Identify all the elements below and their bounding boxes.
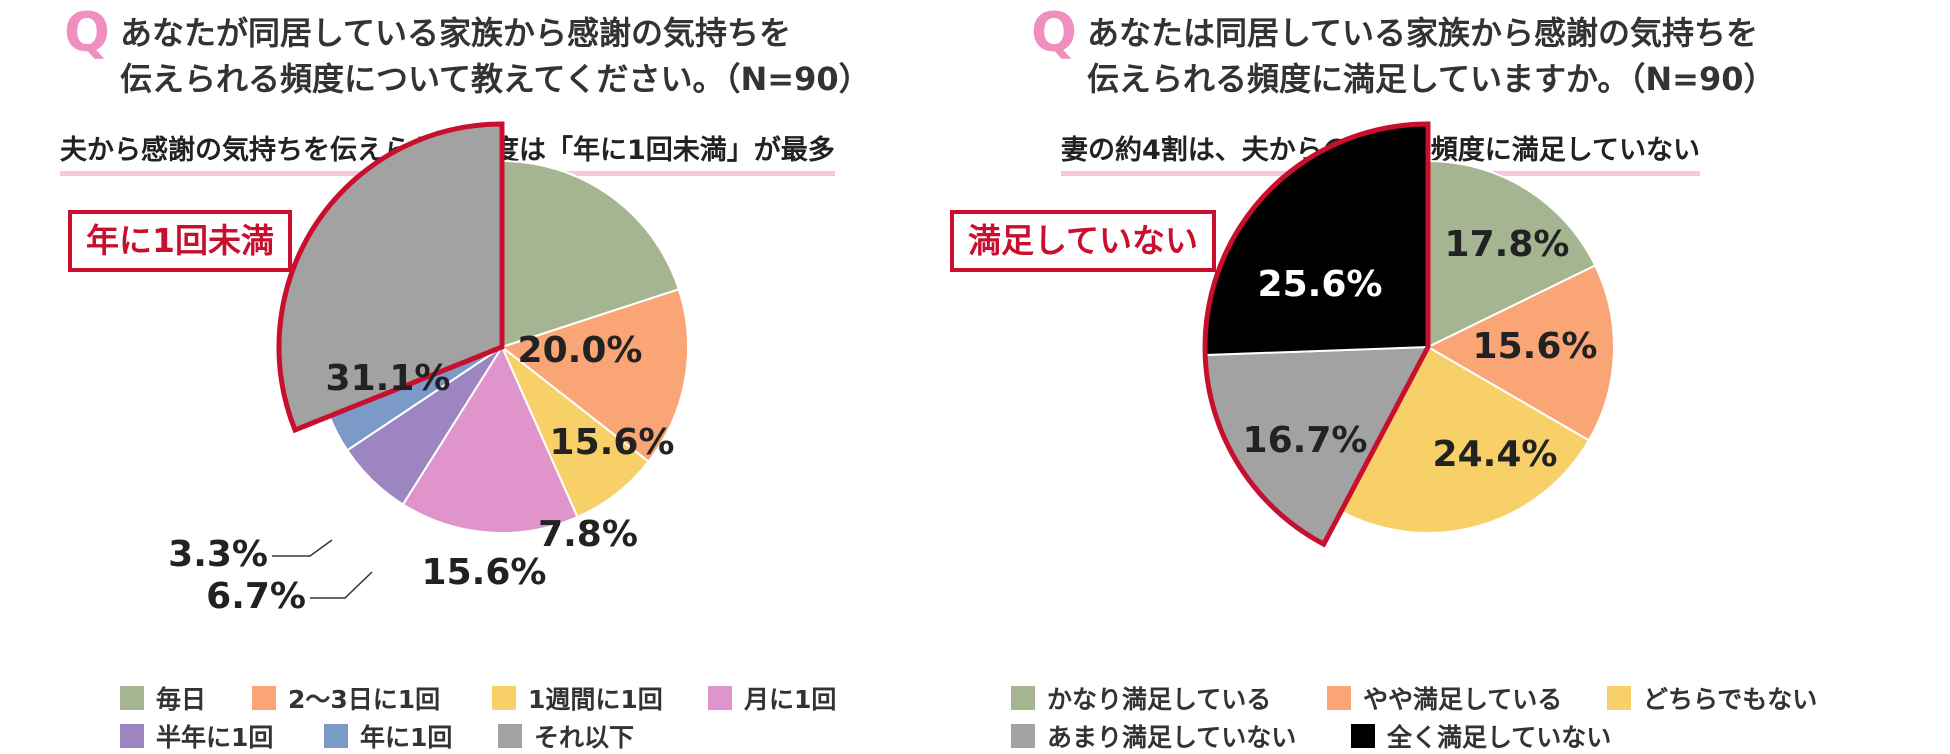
question-q-mark: Q: [64, 1, 110, 64]
data-label-0: 17.8%: [1445, 224, 1570, 265]
left-pie-chart: 20.0%15.6%7.8%15.6%6.7%3.3%31.1%: [168, 121, 689, 617]
legend-item-3: あまり満足していない: [1011, 718, 1296, 754]
data-label-6: 31.1%: [326, 358, 451, 399]
legend-label: 2～3日に1回: [288, 685, 441, 714]
legend-swatch: [492, 686, 516, 710]
legend-item-0: かなり満足している: [1011, 680, 1271, 716]
legend-item-4: 全く満足していない: [1351, 718, 1611, 754]
legend-swatch: [498, 724, 522, 748]
highlight-outline: [276, 121, 505, 434]
legend-label: 全く満足していない: [1387, 723, 1612, 752]
legend-swatch: [708, 686, 732, 710]
legend-label: 半年に1回: [156, 723, 274, 752]
pie-slice-2: [1339, 345, 1591, 534]
legend-swatch: [1351, 724, 1375, 748]
right-question-line-1: あなたは同居している家族から感謝の気持ちを: [1087, 14, 1759, 52]
data-label-1: 15.6%: [550, 422, 675, 463]
left-question: あなたが同居している家族から感謝の気持ちを 伝えられる頻度について教えてください…: [120, 10, 871, 102]
legend-label: 毎日: [156, 685, 207, 714]
data-label-4: 6.7%: [206, 576, 306, 617]
left-question-line-1: あなたが同居している家族から感謝の気持ちを: [120, 14, 792, 52]
leader-line-5: [272, 539, 333, 557]
right-question: あなたは同居している家族から感謝の気持ちを 伝えられる頻度に満足していますか。（…: [1087, 10, 1776, 102]
legend-item-0: 毎日: [120, 680, 206, 716]
legend-label: それ以下: [534, 723, 635, 752]
right-pie-chart: 17.8% 15.6% 24.4% 16.7% 25.6%: [1202, 121, 1615, 548]
pie-slice-2: [501, 346, 650, 519]
legend-swatch: [1607, 686, 1631, 710]
data-label-5: 3.3%: [168, 534, 268, 575]
data-label-3: 16.7%: [1243, 420, 1368, 461]
data-label-4: 25.6%: [1258, 264, 1383, 305]
right-question-line-2: 伝えられる頻度に満足していますか。（N=90）: [1087, 60, 1776, 98]
legend-item-4: 半年に1回: [120, 718, 273, 754]
legend-item-5: 年に1回: [324, 718, 452, 754]
right-callout-box: 満足していない: [950, 210, 1217, 272]
legend-label: どちらでもない: [1643, 685, 1818, 714]
pie-slice-4: [1204, 122, 1429, 357]
legend-label: やや満足している: [1363, 685, 1563, 714]
legend-label: 年に1回: [360, 723, 453, 752]
legend-swatch: [1011, 686, 1035, 710]
data-label-3: 15.6%: [422, 552, 547, 593]
legend-item-6: それ以下: [498, 718, 634, 754]
data-label-2: 24.4%: [1433, 434, 1558, 475]
left-callout-box: 年に1回未満: [68, 210, 292, 272]
legend-label: 1週間に1回: [528, 685, 663, 714]
question-q-mark: Q: [1031, 1, 1077, 64]
data-label-0: 20.0%: [518, 330, 643, 371]
highlight-outline: [1202, 121, 1431, 548]
leader-line-4: [310, 571, 373, 599]
legend-item-2: 1週間に1回: [492, 680, 663, 716]
legend-swatch: [324, 724, 348, 748]
legend-item-1: やや満足している: [1327, 680, 1562, 716]
right-panel: Q あなたは同居している家族から感謝の気持ちを 伝えられる頻度に満足していますか…: [950, 0, 1950, 754]
legend-swatch: [252, 686, 276, 710]
legend-label: かなり満足している: [1047, 685, 1272, 714]
legend-item-1: 2～3日に1回: [252, 680, 440, 716]
pie-slice-0: [501, 159, 681, 349]
legend-label: 月に1回: [744, 685, 837, 714]
legend-swatch: [1011, 724, 1035, 748]
pie-slice-3: [401, 344, 579, 534]
left-question-line-2: 伝えられる頻度について教えてください。（N=90）: [120, 60, 871, 98]
pie-slice-1: [1425, 264, 1615, 442]
legend-item-2: どちらでもない: [1607, 680, 1817, 716]
data-label-2: 7.8%: [538, 514, 638, 555]
legend-item-3: 月に1回: [708, 680, 836, 716]
pie-slice-1: [499, 288, 689, 463]
data-label-1: 15.6%: [1473, 326, 1598, 367]
legend-label: あまり満足していない: [1047, 723, 1297, 752]
legend-swatch: [1327, 686, 1351, 710]
left-panel: Q あなたが同居している家族から感謝の気持ちを 伝えられる頻度について教えてくだ…: [0, 0, 975, 753]
legend-swatch: [120, 686, 144, 710]
legend-swatch: [120, 724, 144, 748]
pie-slice-0: [1427, 159, 1597, 349]
